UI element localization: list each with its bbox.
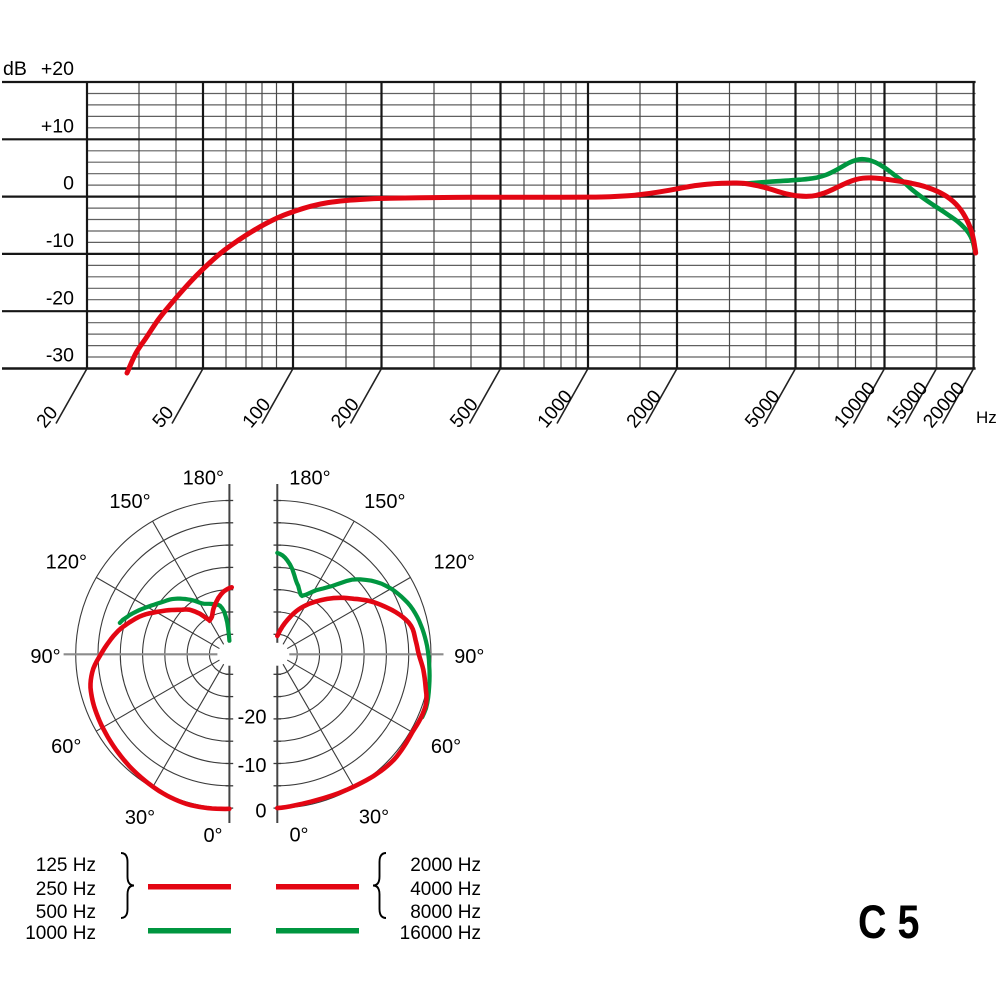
svg-text:0: 0 [63, 173, 74, 195]
svg-text:4000 Hz: 4000 Hz [410, 879, 481, 900]
svg-text:0°: 0° [203, 825, 222, 847]
svg-text:C 5: C 5 [858, 897, 919, 949]
svg-text:150°: 150° [109, 491, 150, 513]
svg-text:0°: 0° [289, 825, 308, 847]
svg-text:2000 Hz: 2000 Hz [410, 855, 481, 876]
svg-text:1000 Hz: 1000 Hz [25, 923, 96, 944]
svg-text:16000 Hz: 16000 Hz [400, 923, 481, 944]
svg-text:250 Hz: 250 Hz [36, 879, 96, 900]
svg-text:8000 Hz: 8000 Hz [410, 902, 481, 923]
svg-text:120°: 120° [434, 552, 475, 574]
svg-text:+20: +20 [41, 58, 74, 80]
svg-text:180°: 180° [183, 468, 224, 490]
svg-text:dB: dB [3, 58, 27, 80]
svg-text:60°: 60° [431, 736, 461, 758]
svg-text:90°: 90° [30, 646, 60, 668]
svg-text:-20: -20 [238, 707, 267, 729]
svg-text:90°: 90° [454, 646, 484, 668]
svg-text:30°: 30° [125, 807, 155, 829]
svg-text:150°: 150° [364, 491, 405, 513]
svg-text:-10: -10 [46, 230, 74, 252]
svg-text:120°: 120° [46, 552, 87, 574]
svg-text:30°: 30° [359, 807, 389, 829]
svg-text:-20: -20 [46, 287, 74, 309]
svg-text:180°: 180° [289, 468, 330, 490]
svg-text:60°: 60° [51, 736, 81, 758]
svg-text:125 Hz: 125 Hz [36, 855, 96, 876]
svg-text:-30: -30 [46, 345, 74, 367]
svg-text:0: 0 [255, 801, 266, 823]
svg-text:500 Hz: 500 Hz [36, 902, 96, 923]
svg-text:+10: +10 [41, 115, 74, 137]
svg-text:-10: -10 [238, 755, 267, 777]
svg-text:Hz: Hz [976, 408, 997, 427]
